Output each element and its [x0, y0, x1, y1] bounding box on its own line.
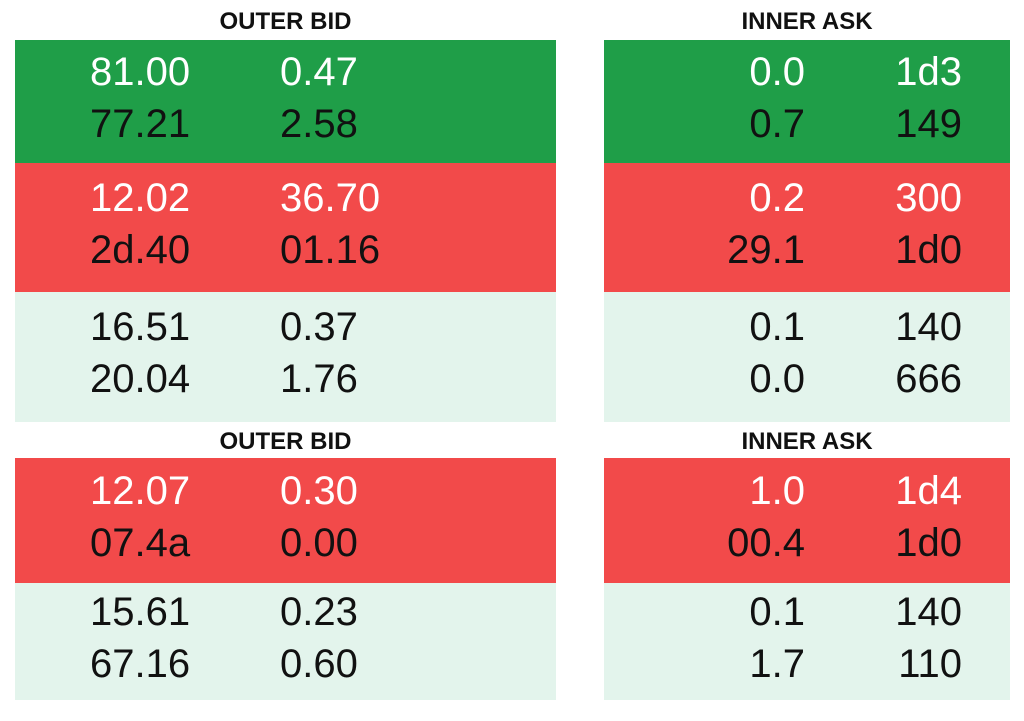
size: 0.37 — [280, 305, 358, 349]
size: 1d0 — [895, 227, 962, 272]
size: 666 — [895, 357, 962, 401]
price-block: 12.07 0.30 07.4a 0.00 — [15, 458, 556, 583]
price: 0.1 — [749, 305, 805, 349]
size: 1d3 — [895, 49, 962, 94]
size: 140 — [895, 305, 962, 349]
price: 77.21 — [90, 101, 191, 146]
size: 0.47 — [280, 49, 358, 94]
price-block: 81.00 0.47 77.21 2.58 — [15, 40, 556, 163]
size: 01.16 — [280, 227, 381, 272]
size: 36.70 — [280, 175, 381, 220]
size: 0.00 — [280, 520, 358, 565]
price: 0.1 — [749, 589, 805, 634]
price: 20.04 — [90, 357, 191, 401]
price: 1.7 — [749, 641, 805, 686]
price: 2d.40 — [90, 227, 191, 272]
price-block: 15.61 0.23 67.16 0.60 — [15, 583, 556, 700]
size: 0.23 — [280, 589, 358, 634]
price: 81.00 — [90, 49, 191, 94]
size: 300 — [895, 175, 962, 220]
size: 0.30 — [280, 468, 358, 513]
price: 12.02 — [90, 175, 191, 220]
price: 0.2 — [749, 175, 805, 220]
size: 0.60 — [280, 641, 358, 686]
price-block: 16.51 0.37 20.04 1.76 — [15, 292, 556, 422]
price: 1.0 — [749, 468, 805, 513]
price-block: 0.0 1d3 0.7 149 — [604, 40, 1010, 163]
price: 67.16 — [90, 641, 191, 686]
price: 0.0 — [749, 49, 805, 94]
price-block: 1.0 1d4 00.4 1d0 — [604, 458, 1010, 583]
size: 1.76 — [280, 357, 358, 401]
price: 0.0 — [749, 357, 805, 401]
price: 29.1 — [727, 227, 805, 272]
price: 12.07 — [90, 468, 191, 513]
column-title: INNER ASK — [741, 8, 873, 35]
price: 00.4 — [727, 520, 805, 565]
size: 140 — [895, 589, 962, 634]
price: 0.7 — [749, 101, 805, 146]
price-block: 12.02 36.70 2d.40 01.16 — [15, 163, 556, 292]
size: 2.58 — [280, 101, 358, 146]
size: 110 — [898, 641, 962, 686]
price: 16.51 — [90, 305, 191, 349]
column-title: OUTER BID — [219, 428, 352, 455]
price: 07.4a — [90, 520, 191, 565]
size: 1d4 — [895, 468, 962, 513]
size: 1d0 — [895, 520, 962, 565]
column-title: OUTER BID — [219, 8, 352, 35]
price-block: 0.1 140 1.7 110 — [604, 583, 1010, 700]
size: 149 — [895, 101, 962, 146]
price-block: 0.1 140 0.0 666 — [604, 292, 1010, 422]
price-block: 0.2 300 29.1 1d0 — [604, 163, 1010, 292]
price: 15.61 — [90, 589, 191, 634]
column-title: INNER ASK — [741, 428, 873, 455]
